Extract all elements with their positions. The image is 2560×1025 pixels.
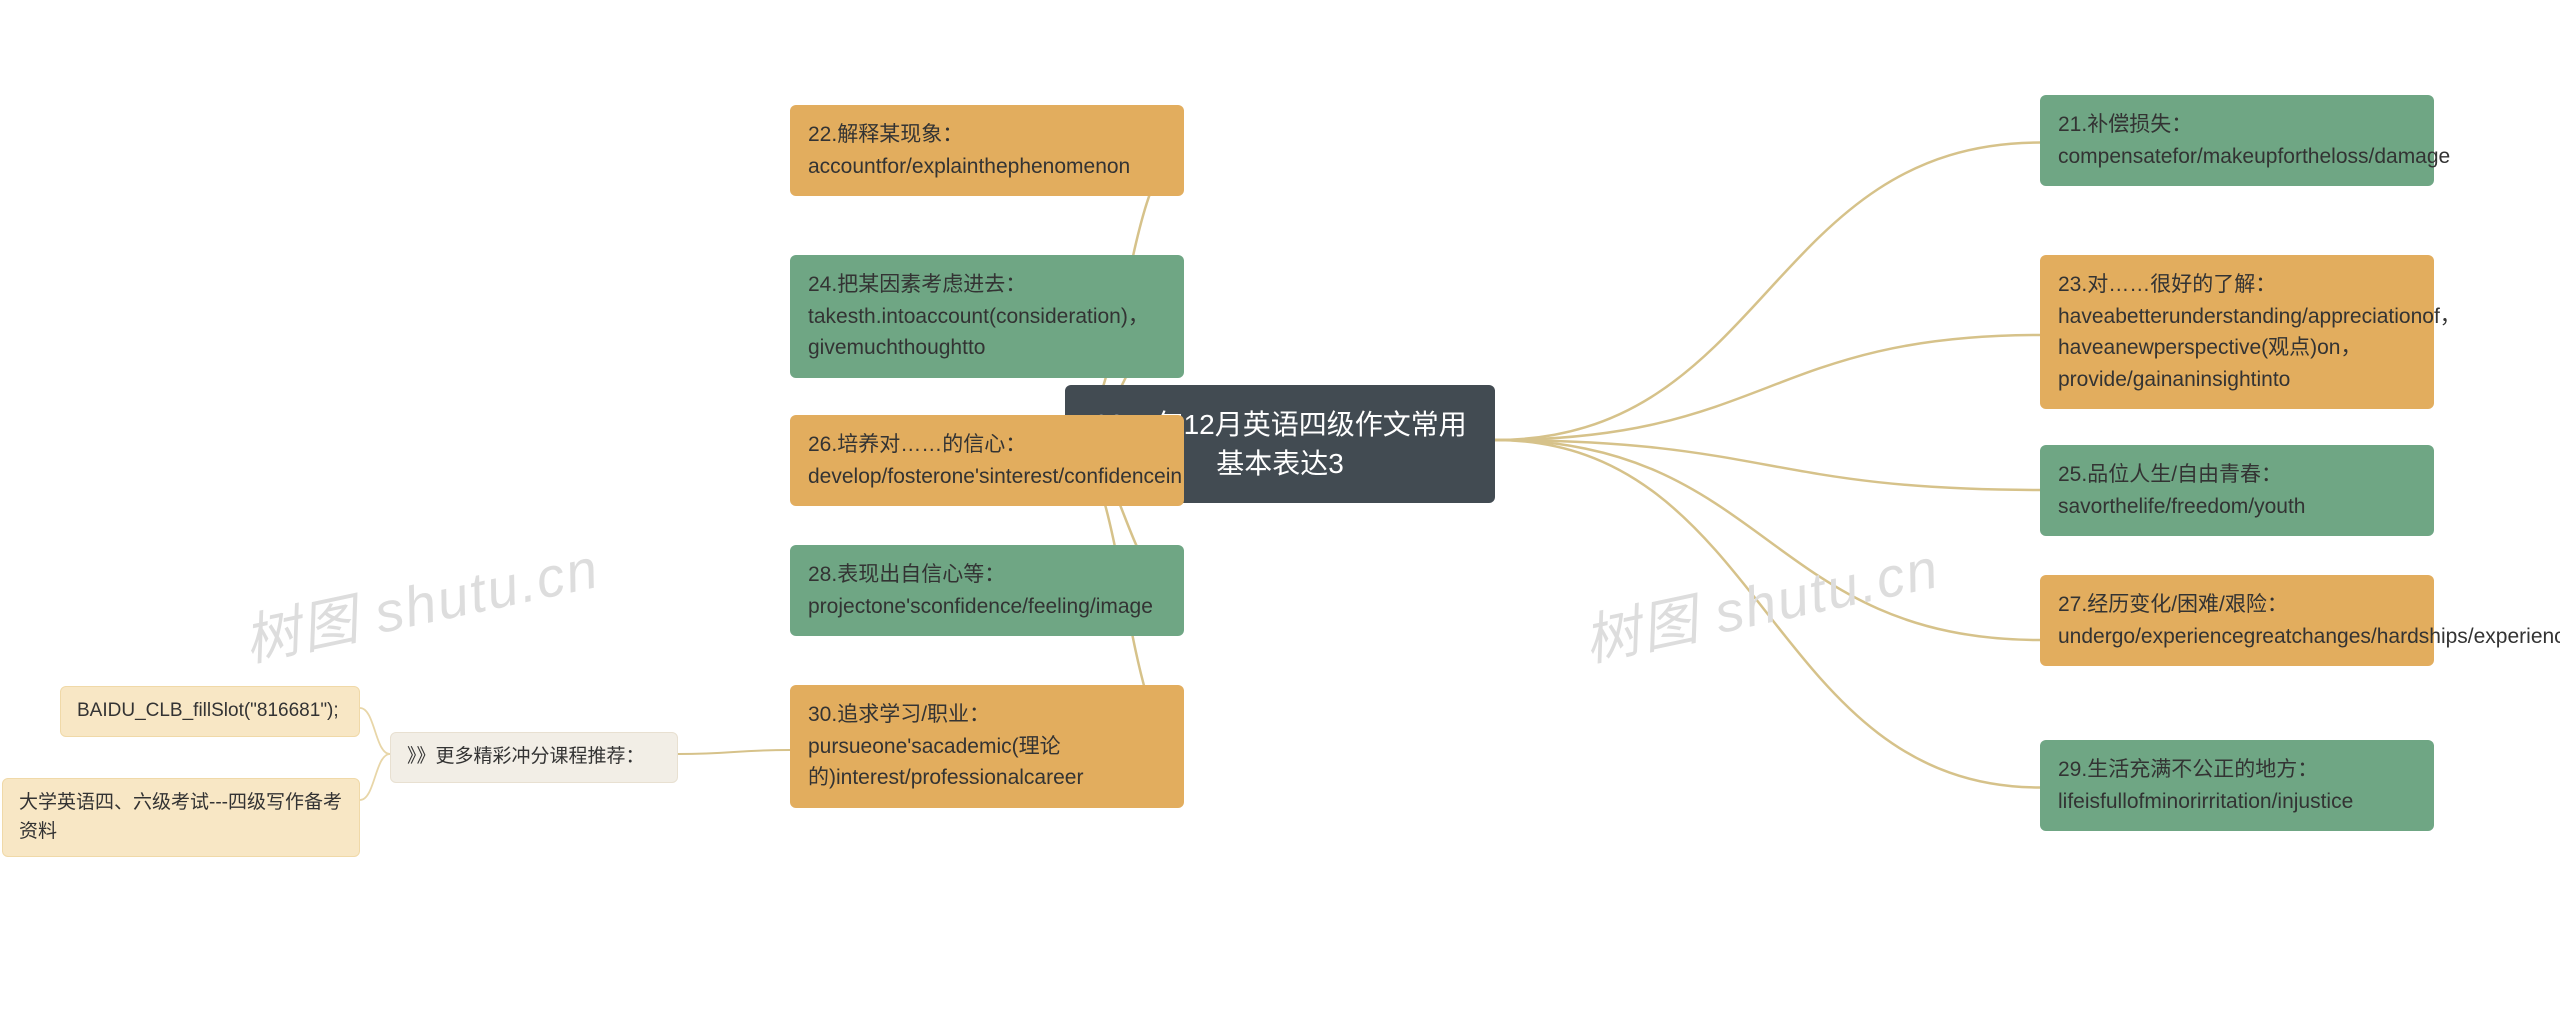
- right-node-3: 27.经历变化/困难/艰险：undergo/experiencegreatcha…: [2040, 575, 2434, 666]
- watermark-1: 树图 shutu.cn: [236, 523, 606, 677]
- left-node-4: 30.追求学习/职业：pursueone'sacademic(理论的)inter…: [790, 685, 1184, 808]
- sub-child-0: BAIDU_CLB_fillSlot("816681");: [60, 686, 360, 737]
- left-node-0: 22.解释某现象：accountfor/explainthephenomenon: [790, 105, 1184, 196]
- left-node-1: 24.把某因素考虑进去：takesth.intoaccount(consider…: [790, 255, 1184, 378]
- right-node-1: 23.对……很好的了解：haveabetterunderstanding/app…: [2040, 255, 2434, 409]
- sub-label: 》》更多精彩冲分课程推荐：: [390, 732, 678, 783]
- right-node-4: 29.生活充满不公正的地方：lifeisfullofminorirritatio…: [2040, 740, 2434, 831]
- right-node-0: 21.补偿损失：compensatefor/makeupfortheloss/d…: [2040, 95, 2434, 186]
- left-node-2: 26.培养对……的信心：develop/fosterone'sinterest/…: [790, 415, 1184, 506]
- sub-child-1: 大学英语四、六级考试---四级写作备考资料: [2, 778, 360, 857]
- left-node-3: 28.表现出自信心等：projectone'sconfidence/feelin…: [790, 545, 1184, 636]
- right-node-2: 25.品位人生/自由青春：savorthelife/freedom/youth: [2040, 445, 2434, 536]
- watermark-2: 树图 shutu.cn: [1576, 523, 1946, 677]
